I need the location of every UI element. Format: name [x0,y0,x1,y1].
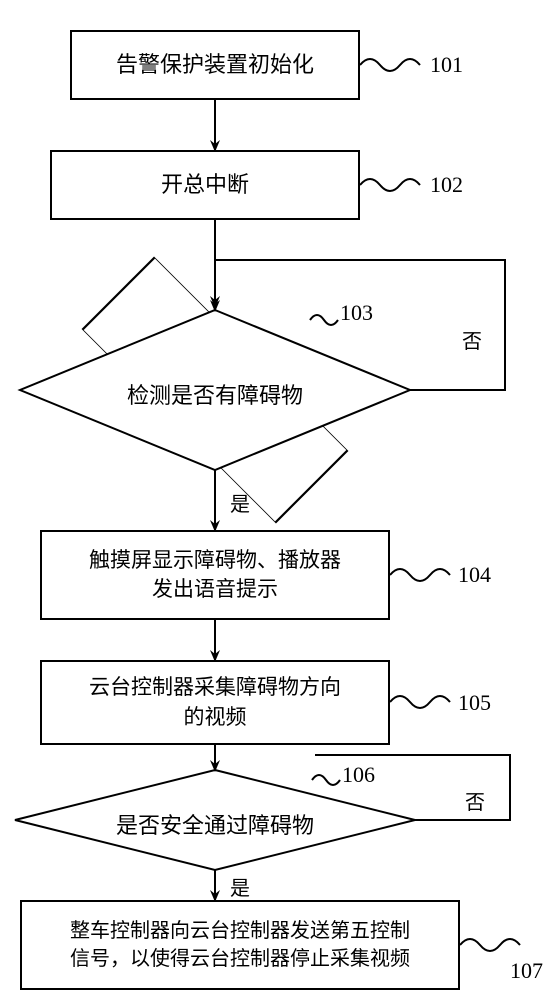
node-104: 触摸屏显示障碍物、播放器 发出语音提示 [40,530,390,620]
node-104-label: 触摸屏显示障碍物、播放器 发出语音提示 [89,546,341,605]
edge-label-106-yes: 是 [230,872,250,901]
edge-label-106-no: 否 [465,786,485,815]
edge-label-103-no: 否 [462,325,482,354]
step-num-106: 106 [342,762,375,788]
node-102-label: 开总中断 [161,170,249,201]
step-num-104: 104 [458,562,491,588]
step-num-101: 101 [430,52,463,78]
node-107: 整车控制器向云台控制器发送第五控制 信号，以使得云台控制器停止采集视频 [20,900,460,990]
node-101-label: 告警保护装置初始化 [116,50,314,81]
node-105-label: 云台控制器采集障碍物方向 的视频 [89,673,341,732]
node-103-label-wrap: 检测是否有障碍物 [20,378,410,410]
flowchart-canvas: 告警保护装置初始化 开总中断 触摸屏显示障碍物、播放器 发出语音提示 云台控制器… [0,0,551,1000]
step-num-102: 102 [430,172,463,198]
node-105: 云台控制器采集障碍物方向 的视频 [40,660,390,745]
step-num-105: 105 [458,690,491,716]
node-106-label: 是否安全通过障碍物 [116,813,314,838]
step-num-107: 107 [510,958,543,984]
node-103-label: 检测是否有障碍物 [127,383,303,408]
node-102: 开总中断 [50,150,360,220]
node-106-label-wrap: 是否安全通过障碍物 [15,808,415,840]
node-107-label: 整车控制器向云台控制器发送第五控制 信号，以使得云台控制器停止采集视频 [70,917,410,973]
step-num-103: 103 [340,300,373,326]
node-101: 告警保护装置初始化 [70,30,360,100]
edge-label-103-yes: 是 [230,488,250,517]
